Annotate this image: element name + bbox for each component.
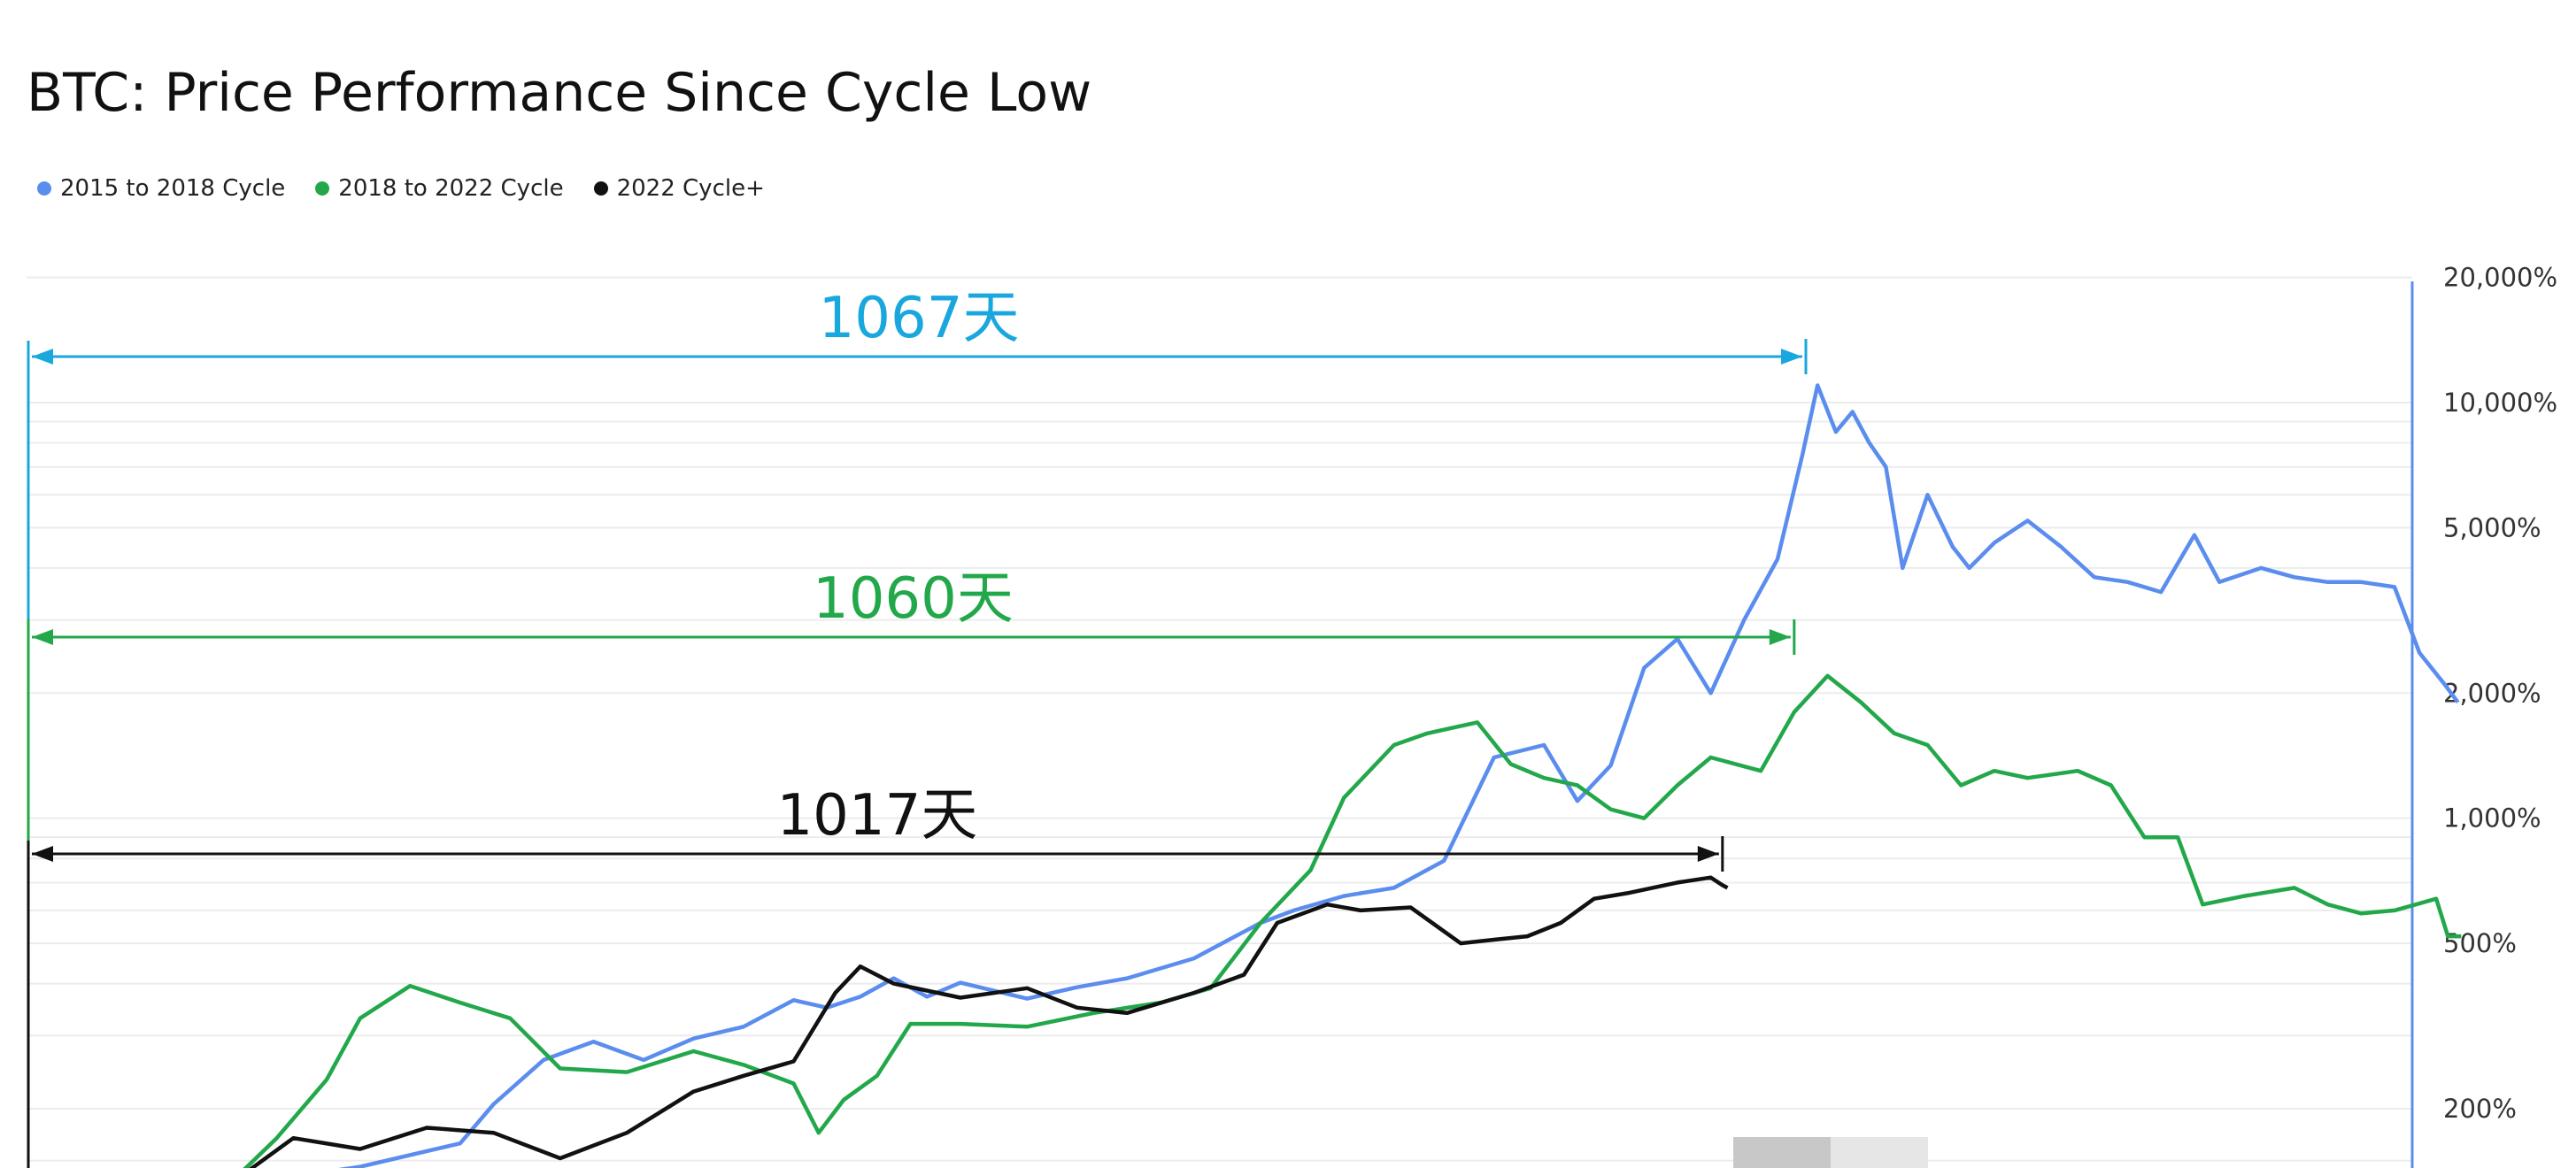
chart-title: BTC: Price Performance Since Cycle Low [27,62,1092,124]
annotation-label: 1067天 [819,286,1020,351]
watermark-logo-box-light [1831,1137,1928,1168]
annotation-arrow-head-right [1781,349,1802,365]
annotations: 1067天 1060天 1017天 [27,286,1808,1168]
legend-item-2015-cycle[interactable]: 2015 to 2018 Cycle [37,175,285,202]
legend-label-2018-cycle: 2018 to 2022 Cycle [338,175,564,202]
series-line-0 [337,383,2460,1168]
annotation-arrow-head-right [1769,629,1791,645]
y-tick-label: 5,000% [2443,512,2541,542]
grid [27,276,2412,1162]
series-lines [243,383,2462,1168]
y-tick-label: 10,000% [2443,388,2557,418]
legend-dot-2015-cycle [37,181,51,196]
series-line-1 [243,673,2462,1168]
annotation-label: 1017天 [776,783,977,849]
y-tick-label: 2,000% [2443,678,2541,708]
annotation-arrow-head-left [32,629,53,645]
legend: 2015 to 2018 Cycle 2018 to 2022 Cycle 20… [37,175,765,202]
annotation-bracket-2: 1017天 [27,783,1724,1168]
y-tick-label: 1,000% [2443,803,2541,834]
y-axis-ticks: 20,000% 10,000% 5,000% 2,000% 1,000% 500% 200% [2443,263,2557,1124]
watermark-logo-box [1733,1137,1831,1168]
series-line-2 [249,875,1729,1168]
y-tick-label: 500% [2443,928,2517,958]
legend-item-2022-cycle[interactable]: 2022 Cycle+ [593,175,765,202]
annotation-arrow-head-left [32,349,53,365]
annotation-bracket-1: 1060天 [27,566,1796,1168]
legend-dot-2018-cycle [315,181,330,196]
annotation-arrow-head-right [1697,846,1719,862]
annotation-bracket-0: 1067天 [27,286,1808,1168]
watermark [1733,1137,1928,1168]
legend-label-2022-cycle: 2022 Cycle+ [616,175,765,202]
annotation-arrow-head-left [32,846,53,862]
legend-dot-2022-cycle [593,181,608,196]
y-tick-label: 200% [2443,1094,2517,1124]
y-tick-label: 20,000% [2443,263,2557,293]
legend-item-2018-cycle[interactable]: 2018 to 2022 Cycle [315,175,564,202]
legend-label-2015-cycle: 2015 to 2018 Cycle [60,175,286,202]
annotation-label: 1060天 [813,566,1014,632]
